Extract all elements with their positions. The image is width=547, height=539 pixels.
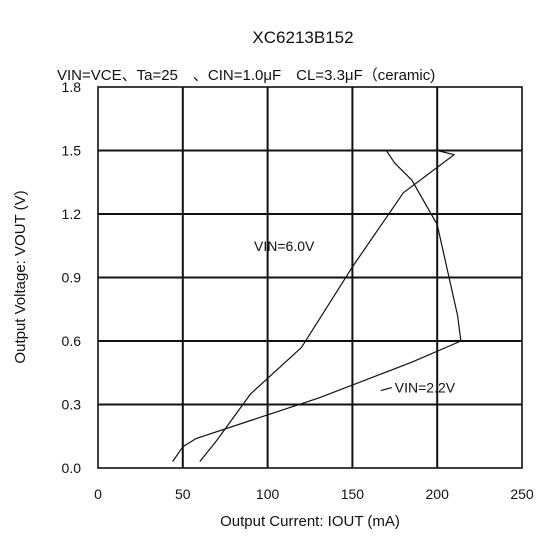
series-annotation: VIN=2.2V <box>395 380 456 396</box>
tick-labels: 0 50 100 150 200 250 0.0 0.3 0.6 0.9 1.2 1.5 1.8 <box>62 79 534 502</box>
grid <box>98 87 522 468</box>
y-tick-label: 1.8 <box>62 79 82 95</box>
x-axis-label: Output Current: IOUT (mA) <box>220 513 400 530</box>
y-tick-label: 0.3 <box>62 397 82 413</box>
x-tick-label: 50 <box>175 486 191 502</box>
y-tick-label: 1.2 <box>62 206 82 222</box>
x-tick-label: 150 <box>341 486 365 502</box>
x-tick-label: 100 <box>256 486 280 502</box>
series-annotation: VIN=6.0V <box>254 238 315 254</box>
y-axis-label: Output Voltage: VOUT (V) <box>12 190 29 363</box>
y-tick-label: 0.9 <box>62 270 82 286</box>
series-line-vin-6v <box>199 149 455 462</box>
plot-frame <box>97 86 523 469</box>
chart-subtitle: VIN=VCE、Ta=25 、CIN=1.0μF CL=3.3μF（cerami… <box>57 67 435 84</box>
y-tick-label: 1.5 <box>62 143 82 159</box>
series-layer <box>172 149 462 462</box>
series-line-vin-2-2v <box>172 149 462 462</box>
x-tick-label: 250 <box>510 486 534 502</box>
x-tick-label: 0 <box>94 486 102 502</box>
chart-title: XC6213B152 <box>252 28 353 47</box>
annotations: VIN=6.0V VIN=2.2V <box>254 238 456 396</box>
y-tick-label: 0.6 <box>62 333 82 349</box>
x-tick-label: 200 <box>426 486 450 502</box>
annotation-leader <box>380 386 392 392</box>
y-tick-label: 0.0 <box>62 460 82 476</box>
